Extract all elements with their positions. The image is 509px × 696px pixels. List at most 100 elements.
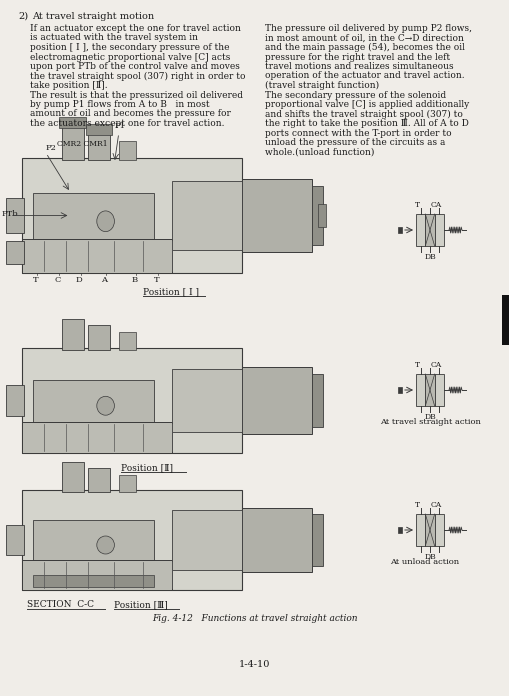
Text: At travel straight motion: At travel straight motion	[32, 12, 154, 21]
Text: CMR2 CMR1: CMR2 CMR1	[57, 140, 107, 148]
Text: DB: DB	[423, 413, 435, 421]
Text: and shifts the travel straight spool (307) to: and shifts the travel straight spool (30…	[265, 109, 462, 118]
Bar	[88, 468, 110, 492]
Bar	[119, 141, 136, 160]
Bar	[415, 514, 425, 546]
Text: amount of oil and becomes the pressure for: amount of oil and becomes the pressure f…	[30, 109, 231, 118]
Text: P1: P1	[114, 122, 125, 130]
Text: position [ I ], the secondary pressure of the: position [ I ], the secondary pressure o…	[30, 43, 229, 52]
Bar	[171, 181, 242, 250]
Text: D: D	[76, 276, 82, 284]
Bar	[415, 214, 425, 246]
Text: PTb: PTb	[2, 209, 19, 218]
Bar	[425, 214, 434, 246]
Bar	[59, 117, 86, 128]
Text: the actuators except one for travel action.: the actuators except one for travel acti…	[30, 119, 224, 128]
Text: and the main passage (54), becomes the oil: and the main passage (54), becomes the o…	[265, 43, 464, 52]
Bar	[22, 348, 242, 453]
Text: whole.(unload function): whole.(unload function)	[265, 148, 374, 157]
Bar	[33, 520, 154, 560]
Bar	[501, 295, 509, 345]
Bar	[318, 205, 326, 226]
Bar	[86, 123, 112, 135]
Text: take position [Ⅱ].: take position [Ⅱ].	[30, 81, 107, 90]
Text: Fig. 4-12   Functions at travel straight action: Fig. 4-12 Functions at travel straight a…	[152, 614, 357, 623]
Text: P2: P2	[46, 144, 57, 152]
Text: T: T	[153, 276, 159, 284]
Text: is actuated with the travel system in: is actuated with the travel system in	[30, 33, 197, 42]
Bar	[397, 227, 401, 233]
Text: At travel straight action: At travel straight action	[379, 418, 480, 426]
Bar	[312, 374, 322, 427]
Bar	[33, 193, 154, 239]
Text: SECTION  C-C: SECTION C-C	[27, 600, 94, 609]
Text: T: T	[414, 501, 419, 509]
Bar	[312, 186, 322, 245]
Text: the right to take the position Ⅲ. All of A to D: the right to take the position Ⅲ. All of…	[265, 119, 468, 128]
Text: Position [ I ]: Position [ I ]	[143, 287, 199, 296]
Text: operation of the actuator and travel action.: operation of the actuator and travel act…	[265, 72, 464, 81]
Text: CA: CA	[430, 501, 441, 509]
Text: Position [Ⅱ]: Position [Ⅱ]	[121, 463, 173, 472]
Text: proportional valve [C] is applied additionally: proportional valve [C] is applied additi…	[265, 100, 468, 109]
Text: 2): 2)	[18, 12, 28, 21]
Bar	[62, 319, 83, 350]
Bar	[242, 508, 312, 572]
Text: The secondary pressure of the solenoid: The secondary pressure of the solenoid	[265, 90, 445, 100]
Bar	[434, 214, 443, 246]
Text: the travel straight spool (307) right in order to: the travel straight spool (307) right in…	[30, 72, 245, 81]
Bar	[119, 475, 136, 492]
Text: electromagnetic proportional valve [C] acts: electromagnetic proportional valve [C] a…	[30, 52, 230, 61]
Bar	[22, 158, 242, 273]
Bar	[242, 367, 312, 434]
Text: CA: CA	[430, 361, 441, 369]
Text: ports connect with the T-port in order to: ports connect with the T-port in order t…	[265, 129, 451, 138]
Text: The result is that the pressurized oil delivered: The result is that the pressurized oil d…	[30, 90, 242, 100]
Text: If an actuator except the one for travel action: If an actuator except the one for travel…	[30, 24, 240, 33]
Text: Position [Ⅲ]: Position [Ⅲ]	[114, 600, 168, 609]
Bar	[33, 379, 154, 422]
Bar	[22, 490, 242, 590]
Bar	[88, 133, 110, 160]
Bar	[119, 332, 136, 350]
Ellipse shape	[97, 211, 114, 232]
Text: 1-4-10: 1-4-10	[239, 660, 270, 669]
Text: At unload action: At unload action	[389, 558, 458, 566]
Bar	[425, 374, 434, 406]
Bar	[434, 374, 443, 406]
Bar	[415, 374, 425, 406]
Bar	[88, 325, 110, 350]
Bar	[242, 179, 312, 253]
Bar	[171, 510, 242, 570]
Bar	[6, 241, 24, 264]
Text: DB: DB	[423, 553, 435, 561]
Text: T: T	[33, 276, 38, 284]
Bar	[33, 575, 154, 587]
Bar	[425, 514, 434, 546]
Text: (travel straight function): (travel straight function)	[265, 81, 378, 90]
Text: CA: CA	[430, 201, 441, 209]
Text: T: T	[414, 361, 419, 369]
Text: DB: DB	[423, 253, 435, 261]
Bar	[22, 422, 171, 453]
Bar	[6, 198, 24, 232]
Text: unload the pressure of the circuits as a: unload the pressure of the circuits as a	[265, 138, 444, 147]
Bar	[6, 385, 24, 416]
Text: C: C	[54, 276, 61, 284]
Bar	[62, 462, 83, 492]
Bar	[397, 387, 401, 393]
Text: by pump P1 flows from A to B   in most: by pump P1 flows from A to B in most	[30, 100, 209, 109]
Bar	[22, 560, 171, 590]
Bar	[171, 369, 242, 432]
Bar	[397, 527, 401, 533]
Text: travel motions and realizes simultaneous: travel motions and realizes simultaneous	[265, 62, 453, 71]
Text: B: B	[131, 276, 137, 284]
Text: A: A	[100, 276, 106, 284]
Text: T: T	[414, 201, 419, 209]
Text: in most amount of oil, in the C→D direction: in most amount of oil, in the C→D direct…	[265, 33, 463, 42]
Bar	[312, 514, 322, 566]
Text: The pressure oil delivered by pump P2 flows,: The pressure oil delivered by pump P2 fl…	[265, 24, 471, 33]
Bar	[6, 525, 24, 555]
Text: upon port PTb of the control valve and moves: upon port PTb of the control valve and m…	[30, 62, 239, 71]
Bar	[22, 239, 171, 273]
